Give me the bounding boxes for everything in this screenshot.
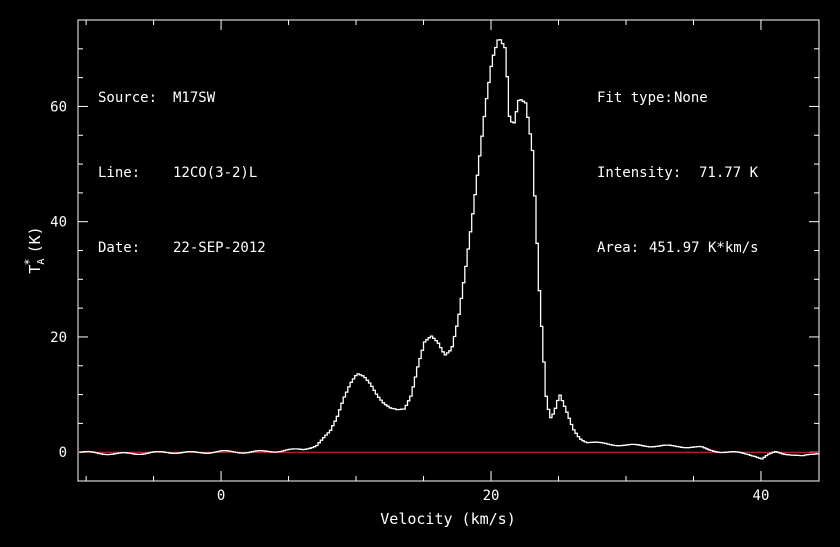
area-row: Area: 451.97 K*km/s <box>597 236 759 261</box>
header-left-info: Source: M17SW Line: 12CO(3-2)L Date: 22-SEP… <box>98 36 266 286</box>
source-value: M17SW <box>173 90 216 106</box>
y-tick-label: 60 <box>50 99 67 115</box>
axis-ticks <box>78 19 819 482</box>
intensity-value: 71.77 K <box>699 165 759 181</box>
date-row: Date: 22-SEP-2012 <box>98 236 266 261</box>
line-label: Line: <box>98 165 141 181</box>
header-right-info: Fit type:None Intensity: 71.77 K Area: 451… <box>597 36 759 286</box>
svg-text:TA*(K): TA* (K) <box>22 226 47 273</box>
source-row: Source: M17SW <box>98 86 266 111</box>
x-axis-label: Velocity (km/s) <box>380 510 515 528</box>
y-label-sup: * <box>22 258 36 265</box>
x-tick-label: 40 <box>753 488 770 504</box>
y-label-sub: A <box>36 259 47 265</box>
area-label: Area: <box>597 240 640 256</box>
y-label-main: T <box>26 265 44 274</box>
y-label-unit: (K) <box>26 226 44 253</box>
axis-tick-labels: 0 20 40 0 20 40 60 <box>50 99 769 504</box>
fit-value: None <box>674 90 708 106</box>
intensity-row: Intensity: 71.77 K <box>597 161 759 186</box>
y-tick-label: 40 <box>50 215 67 231</box>
line-row: Line: 12CO(3-2)L <box>98 161 266 186</box>
x-tick-label: 0 <box>217 488 225 504</box>
y-axis-label: TA* (K) <box>22 226 47 273</box>
area-value: 451.97 K*km/s <box>649 240 759 256</box>
spectrum-line <box>79 39 819 460</box>
line-value: 12CO(3-2)L <box>173 165 258 181</box>
intensity-label: Intensity: <box>597 165 682 181</box>
y-tick-label: 0 <box>59 445 67 461</box>
source-label: Source: <box>98 90 158 106</box>
date-value: 22-SEP-2012 <box>173 240 266 256</box>
y-tick-label: 20 <box>50 330 67 346</box>
fit-row: Fit type:None <box>597 86 759 111</box>
x-tick-label: 20 <box>483 488 500 504</box>
fit-label: Fit type: <box>597 90 673 106</box>
date-label: Date: <box>98 240 141 256</box>
